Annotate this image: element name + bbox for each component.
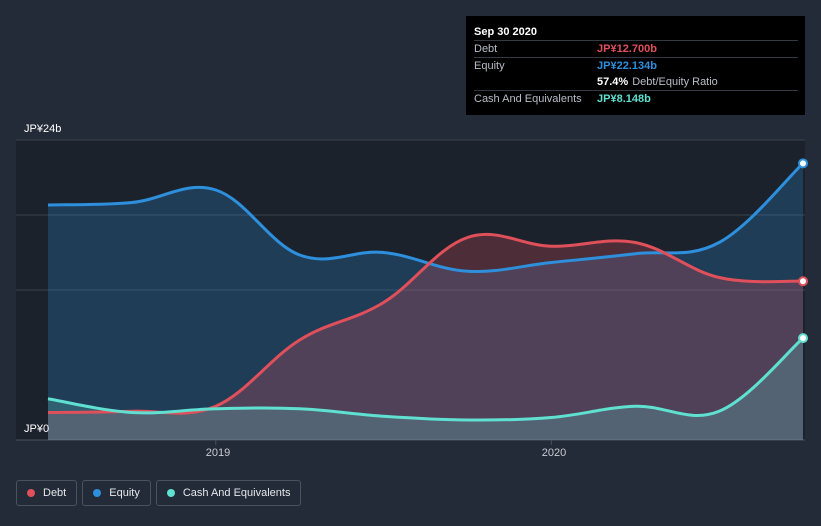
tooltip-date: Sep 30 2020 bbox=[474, 26, 537, 38]
legend-debt-label: Debt bbox=[43, 487, 67, 499]
cash-area bbox=[48, 338, 803, 440]
y-axis-min-label: JP¥0 bbox=[24, 423, 50, 435]
equity-line bbox=[47, 162, 805, 274]
series-end-markers bbox=[798, 158, 808, 344]
legend-equity-dot-icon bbox=[93, 489, 102, 497]
x-tick-2020: 2020 bbox=[541, 447, 567, 459]
debt-area bbox=[48, 234, 803, 440]
tooltip-debt-label: Debt bbox=[474, 43, 498, 55]
tooltip-cash-value: JP¥8.148b bbox=[597, 93, 651, 105]
tooltip-ratio-label: Debt/Equity Ratio bbox=[632, 76, 718, 88]
tooltip-cash-label: Cash And Equivalents bbox=[474, 93, 582, 105]
debt-line bbox=[47, 232, 804, 415]
equity-area bbox=[48, 163, 803, 440]
tooltip-row-ratio: 57.4% Debt/Equity Ratio bbox=[474, 74, 798, 90]
legend-debt-dot-icon bbox=[27, 489, 35, 497]
cash-end-point bbox=[798, 333, 808, 344]
gridlines bbox=[16, 139, 805, 445]
tooltip-row-cash: Cash And Equivalents JP¥8.148b bbox=[474, 90, 798, 107]
data-tooltip: Sep 30 2020 Debt JP¥12.700b Equity JP¥22… bbox=[466, 16, 805, 115]
legend-item-equity[interactable]: Equity bbox=[82, 480, 151, 506]
legend-cash-label: Cash And Equivalents bbox=[182, 487, 291, 499]
y-axis-max-label: JP¥24b bbox=[24, 123, 62, 135]
tooltip-equity-value: JP¥22.134b bbox=[597, 60, 657, 72]
series-lines bbox=[47, 162, 805, 422]
legend-cash-dot-icon bbox=[166, 489, 175, 497]
equity-end-point bbox=[798, 158, 808, 169]
x-tick-2019: 2019 bbox=[205, 447, 231, 459]
chart-legend: Debt Equity Cash And Equivalents bbox=[16, 480, 306, 506]
debt-end-point bbox=[798, 276, 808, 287]
legend-item-cash[interactable]: Cash And Equivalents bbox=[155, 480, 302, 506]
legend-item-debt[interactable]: Debt bbox=[16, 480, 78, 506]
tooltip-row-debt: Debt JP¥12.700b bbox=[474, 40, 798, 57]
tooltip-debt-value: JP¥12.700b bbox=[597, 43, 657, 55]
tooltip-row-equity: Equity JP¥22.134b bbox=[474, 57, 798, 74]
tooltip-ratio-value: 57.4% bbox=[597, 76, 629, 88]
series-areas bbox=[48, 163, 803, 440]
legend-equity-label: Equity bbox=[109, 487, 140, 499]
cash-line bbox=[47, 337, 804, 422]
tooltip-equity-label: Equity bbox=[474, 60, 505, 72]
